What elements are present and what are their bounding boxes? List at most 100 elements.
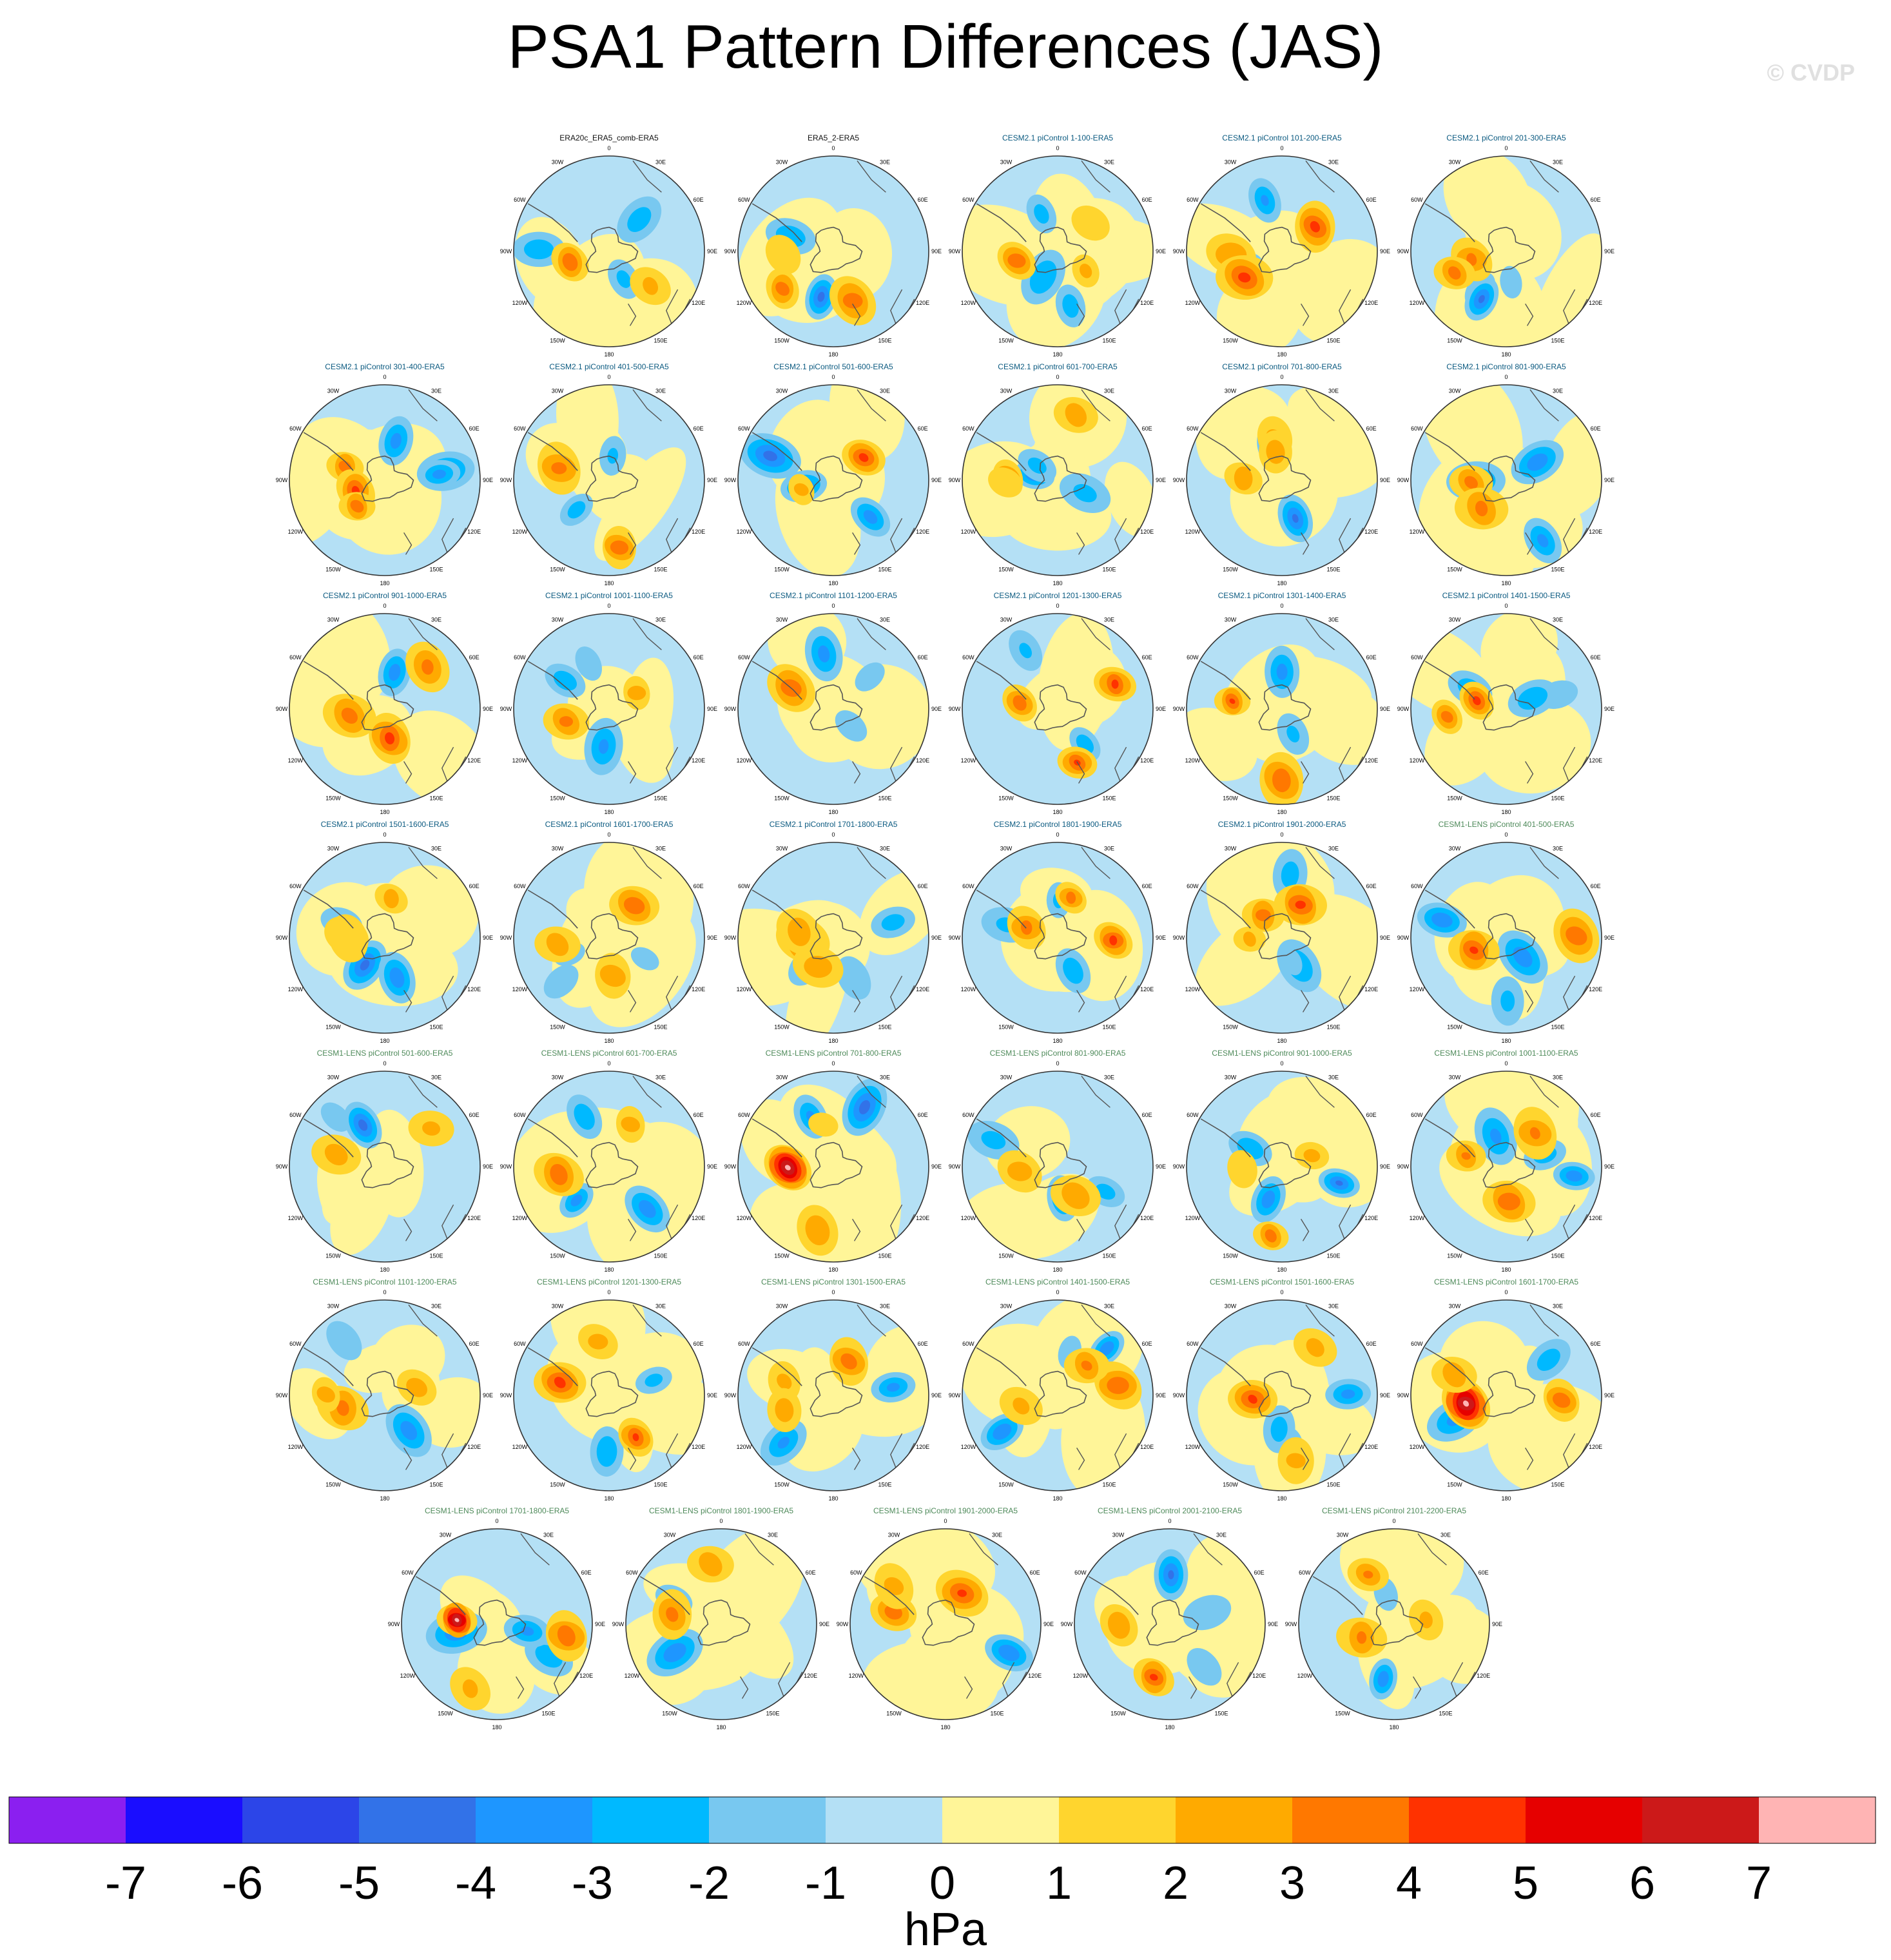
panel-title: CESM2.1 piControl 301-400-ERA5 bbox=[325, 362, 445, 371]
longitude-label: 120E bbox=[1364, 1215, 1378, 1221]
longitude-label: 150E bbox=[1551, 795, 1564, 802]
longitude-label: 60E bbox=[1366, 654, 1377, 661]
longitude-label: 0 bbox=[831, 603, 835, 609]
longitude-label: 90E bbox=[1604, 935, 1615, 941]
longitude-label: 30E bbox=[1328, 1303, 1339, 1309]
longitude-label: 30E bbox=[1216, 1531, 1227, 1538]
antarctica-coastline bbox=[922, 1599, 975, 1646]
panel-title: CESM2.1 piControl 1201-1300-ERA5 bbox=[994, 591, 1122, 600]
longitude-label: 60E bbox=[469, 883, 480, 889]
longitude-label: 150E bbox=[878, 1024, 891, 1031]
africa-coastline bbox=[632, 389, 662, 422]
longitude-label: 0 bbox=[944, 1518, 947, 1524]
longitude-label: 150E bbox=[1326, 567, 1340, 573]
map-panel: CESM2.1 piControl 1201-1300-ERA5 0 30E 60E 9… bbox=[949, 591, 1166, 815]
new-zealand-coastline bbox=[1076, 304, 1085, 326]
longitude-label: 120E bbox=[467, 757, 481, 764]
longitude-label: 90E bbox=[1380, 706, 1390, 712]
longitude-label: 60W bbox=[514, 1112, 526, 1118]
negative-anomaly-contour bbox=[630, 947, 659, 971]
longitude-label: 120W bbox=[961, 300, 976, 306]
longitude-label: 90W bbox=[1173, 1163, 1185, 1170]
map-panel: CESM2.1 piControl 1501-1600-ERA5 0 30E 60E 9… bbox=[276, 820, 493, 1044]
map-border bbox=[1186, 613, 1378, 805]
map-panel: CESM1-LENS piControl 1201-1300-ERA5 0 30E 6… bbox=[500, 1277, 717, 1502]
africa-coastline bbox=[1529, 846, 1559, 879]
south-america-coastline bbox=[527, 432, 578, 471]
positive-anomaly-contour bbox=[1363, 1571, 1373, 1579]
longitude-label: 60E bbox=[693, 1341, 704, 1347]
longitude-label: 150E bbox=[1102, 567, 1116, 573]
south-america-coastline bbox=[1200, 203, 1251, 242]
longitude-label: 150W bbox=[325, 1482, 341, 1488]
longitude-label: 90W bbox=[724, 248, 737, 255]
negative-anomaly-contour bbox=[1019, 643, 1032, 659]
longitude-label: 60W bbox=[1187, 1112, 1199, 1118]
longitude-label: 60W bbox=[514, 425, 526, 432]
longitude-label: 60E bbox=[693, 1112, 704, 1118]
antarctica-coastline bbox=[585, 455, 639, 502]
positive-anomaly-contour bbox=[1071, 205, 1110, 241]
longitude-label: 120W bbox=[961, 529, 976, 535]
new-zealand-coastline bbox=[1301, 1448, 1310, 1470]
longitude-label: 180 bbox=[1277, 580, 1286, 587]
new-zealand-coastline bbox=[628, 1448, 637, 1470]
longitude-label: 30E bbox=[431, 616, 441, 623]
longitude-label: 120E bbox=[1140, 1444, 1154, 1450]
longitude-label: 60E bbox=[918, 1112, 928, 1118]
antarctica-coastline bbox=[585, 226, 639, 273]
longitude-label: 30W bbox=[776, 387, 788, 394]
longitude-label: 150E bbox=[654, 1024, 667, 1031]
longitude-label: 0 bbox=[1056, 145, 1059, 151]
longitude-label: 30E bbox=[543, 1531, 554, 1538]
map-panel: CESM2.1 piControl 901-1000-ERA5 0 30E 60E 90… bbox=[276, 591, 493, 815]
antarctica-coastline bbox=[810, 226, 863, 273]
longitude-label: 0 bbox=[1056, 1060, 1059, 1067]
weak-positive-region bbox=[704, 1587, 794, 1679]
longitude-label: 60W bbox=[289, 654, 302, 661]
colorbar-tick-label: -1 bbox=[805, 1858, 846, 1909]
watermark: © CVDP bbox=[1767, 59, 1855, 86]
colorbar-tick-label: 6 bbox=[1629, 1858, 1655, 1909]
positive-anomaly-contour bbox=[775, 282, 790, 296]
longitude-label: 90E bbox=[931, 935, 942, 941]
longitude-label: 90E bbox=[483, 706, 493, 712]
positive-anomaly-contour bbox=[699, 1552, 722, 1577]
longitude-label: 120E bbox=[1140, 757, 1154, 764]
longitude-label: 60E bbox=[693, 654, 704, 661]
south-america-coastline bbox=[527, 889, 578, 929]
longitude-label: 150E bbox=[1551, 338, 1564, 344]
negative-anomaly-contour bbox=[1270, 1416, 1288, 1442]
panel-title: CESM2.1 piControl 101-200-ERA5 bbox=[1222, 133, 1342, 142]
south-america-coastline bbox=[1200, 1347, 1251, 1386]
panel-title: CESM2.1 piControl 1701-1800-ERA5 bbox=[770, 820, 898, 829]
south-america-coastline bbox=[976, 1347, 1027, 1386]
longitude-label: 150W bbox=[1223, 1482, 1238, 1488]
longitude-label: 30W bbox=[1000, 616, 1013, 623]
new-zealand-coastline bbox=[403, 761, 412, 784]
longitude-label: 150W bbox=[550, 795, 565, 802]
map-border bbox=[1074, 1528, 1266, 1720]
negative-anomaly-contour bbox=[358, 1119, 368, 1131]
longitude-label: 180 bbox=[828, 1495, 838, 1502]
positive-anomaly-contour bbox=[666, 1607, 679, 1622]
longitude-label: 120E bbox=[1140, 1215, 1154, 1221]
longitude-label: 90E bbox=[1604, 248, 1615, 255]
negative-anomaly-contour bbox=[320, 1102, 351, 1132]
panel-title: CESM2.1 piControl 1501-1600-ERA5 bbox=[321, 820, 449, 829]
longitude-label: 30E bbox=[1104, 387, 1114, 394]
longitude-label: 180 bbox=[380, 1038, 389, 1044]
colorbar-swatch bbox=[1059, 1797, 1176, 1843]
antarctica-coastline bbox=[361, 684, 414, 731]
longitude-label: 120E bbox=[1364, 1444, 1378, 1450]
antarctica-coastline bbox=[1482, 226, 1536, 273]
map-panel: CESM2.1 piControl 801-900-ERA5 0 30E 60E 90E… bbox=[1397, 362, 1615, 587]
longitude-label: 90W bbox=[1397, 248, 1410, 255]
map-panel: CESM2.1 piControl 501-600-ERA5 0 30E 60E 90E… bbox=[724, 362, 942, 587]
longitude-label: 150W bbox=[774, 795, 790, 802]
longitude-label: 30W bbox=[1225, 1303, 1237, 1309]
longitude-label: 90E bbox=[1604, 477, 1615, 483]
longitude-label: 120W bbox=[288, 1444, 304, 1450]
panel-title: CESM1-LENS piControl 601-700-ERA5 bbox=[541, 1049, 677, 1058]
longitude-label: 60E bbox=[1254, 1569, 1265, 1576]
